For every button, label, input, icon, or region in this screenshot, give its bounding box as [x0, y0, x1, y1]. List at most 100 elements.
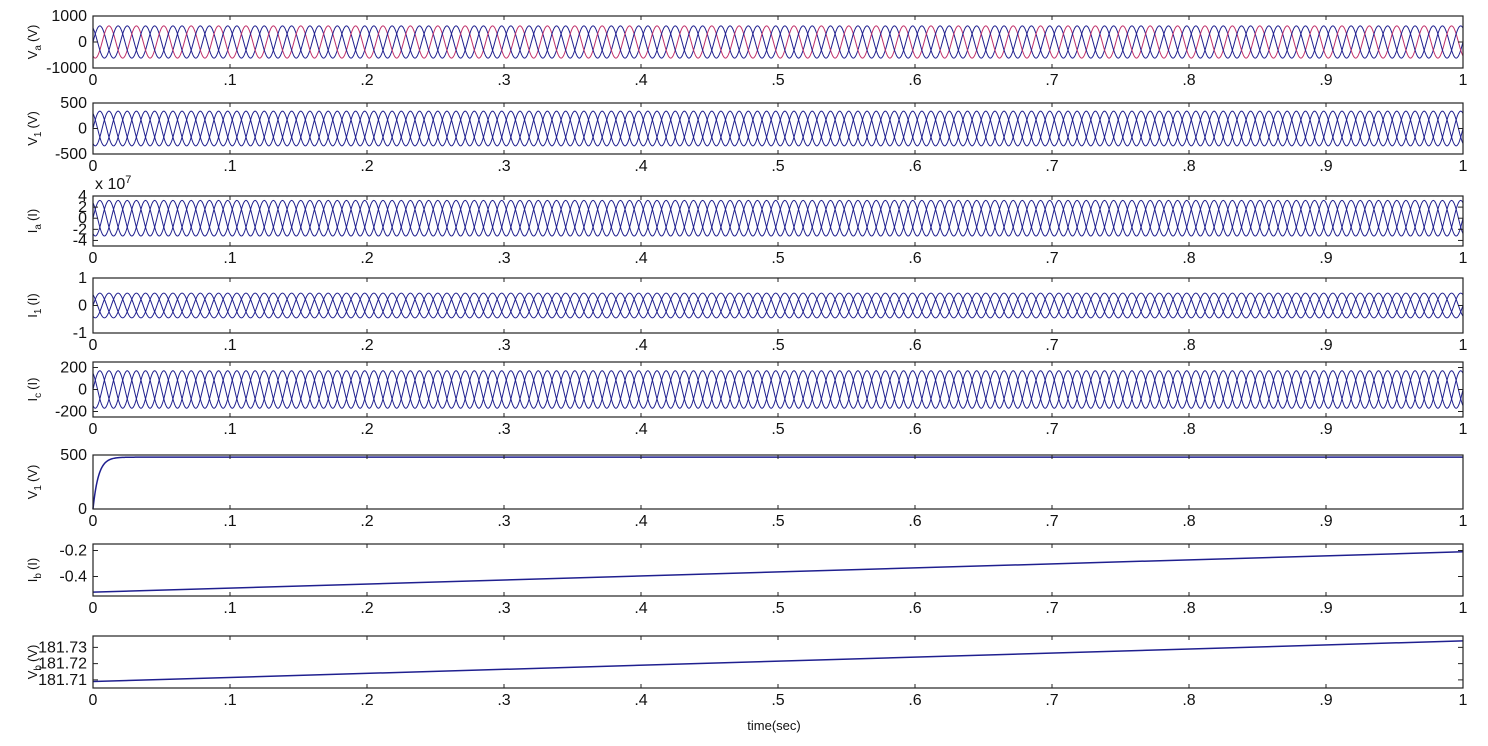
series-line-1: [92, 25, 1464, 59]
y-axis-label-sub: b: [33, 573, 44, 579]
x-tick-label: .8: [1182, 158, 1195, 175]
y-tick-label: 1000: [51, 8, 87, 25]
x-tick-label: .2: [360, 158, 373, 175]
x-tick-label: .7: [1045, 421, 1058, 438]
y-axis-label: V1 (V): [25, 465, 44, 500]
series-line-1: [92, 551, 1464, 593]
x-ticks: 0 .1 .2 .3 .4 .5 .6 .7 .8 .9 1: [89, 636, 1468, 709]
x-tick-label: 1: [1459, 421, 1468, 438]
y-tick-label: 181.72: [38, 656, 87, 673]
x-tick-label: .8: [1182, 72, 1195, 89]
x-tick-label: .3: [497, 513, 510, 530]
x-ticks: 0 .1 .2 .3 .4 .5 .6 .7 .8 .9 1: [89, 103, 1468, 175]
series-group: [92, 640, 1464, 683]
x-tick-label: .3: [497, 158, 510, 175]
series-line-2: [92, 199, 1464, 237]
x-ticks: 0 .1 .2 .3 .4 .5 .6 .7 .8 .9 1: [89, 196, 1468, 267]
x-tick-label: .5: [771, 337, 784, 354]
x-tick-label: .3: [497, 337, 510, 354]
x-tick-label: .2: [360, 72, 373, 89]
x-tick-label: 0: [89, 600, 98, 617]
series-group: [92, 292, 1464, 319]
y-tick-label: 1: [78, 270, 87, 287]
x-tick-label: .8: [1182, 337, 1195, 354]
x-tick-label: .4: [634, 421, 647, 438]
y-tick-label: 500: [60, 447, 87, 464]
x-tick-label: 0: [89, 158, 98, 175]
series-line-1: [92, 370, 1464, 409]
y-axis-label: Va (V): [25, 25, 44, 60]
y-axis-label-unit: (V): [25, 25, 40, 42]
y-ticks: -0.4 -0.2: [59, 543, 1463, 586]
y-axis-label-main: I: [25, 230, 40, 234]
series-line-3: [92, 25, 1464, 59]
x-tick-label: .9: [1319, 158, 1332, 175]
x-tick-label: .1: [223, 158, 236, 175]
y-axis-label-main: I: [25, 314, 40, 318]
x-tick-label: 1: [1459, 600, 1468, 617]
x-tick-label: .3: [497, 72, 510, 89]
series-group: [92, 199, 1464, 237]
series-line-3: [92, 110, 1464, 147]
x-tick-label: .5: [771, 692, 784, 709]
x-tick-label: .5: [771, 250, 784, 267]
y-axis-label-main: V: [25, 490, 40, 499]
x-tick-label: .4: [634, 250, 647, 267]
x-tick-label: .9: [1319, 513, 1332, 530]
x-tick-label: 0: [89, 513, 98, 530]
x-tick-label: 1: [1459, 337, 1468, 354]
x-tick-label: .2: [360, 692, 373, 709]
y-axis-label-sub: 1: [33, 131, 44, 137]
y-axis-label: Ib (I): [25, 558, 44, 582]
axis-multiplier: x 107: [95, 174, 131, 193]
y-tick-label: 0: [78, 34, 87, 51]
x-ticks: 0 .1 .2 .3 .4 .5 .6 .7 .8 .9 1: [89, 16, 1468, 89]
x-tick-label: .9: [1319, 421, 1332, 438]
y-axis-label-sub: 1: [33, 485, 44, 491]
axis-multiplier-base: x 10: [95, 176, 125, 193]
y-axis-label-unit: (I): [25, 209, 40, 221]
y-tick-label: -1000: [46, 60, 87, 77]
x-tick-label: .9: [1319, 250, 1332, 267]
y-axis-label-unit: (V): [25, 645, 40, 662]
y-axis-label: Ic (I): [25, 378, 44, 402]
x-tick-label: .8: [1182, 692, 1195, 709]
y-axis-label: Vb (V): [25, 645, 44, 680]
x-tick-label: .1: [223, 600, 236, 617]
y-tick-label: 0: [78, 298, 87, 315]
x-tick-label: .1: [223, 72, 236, 89]
x-tick-label: .6: [908, 72, 921, 89]
x-tick-label: .2: [360, 513, 373, 530]
x-tick-label: 0: [89, 421, 98, 438]
x-tick-label: .7: [1045, 72, 1058, 89]
x-tick-label: .1: [223, 337, 236, 354]
x-tick-label: .9: [1319, 692, 1332, 709]
x-tick-label: .9: [1319, 600, 1332, 617]
y-tick-label: 200: [60, 360, 87, 377]
x-tick-label: .3: [497, 250, 510, 267]
series-line-1: [92, 292, 1464, 319]
x-tick-label: .5: [771, 72, 784, 89]
x-tick-label: .4: [634, 337, 647, 354]
y-tick-label: -500: [55, 146, 87, 163]
x-tick-label: .6: [908, 421, 921, 438]
x-tick-label: .7: [1045, 600, 1058, 617]
x-tick-label: 0: [89, 337, 98, 354]
x-tick-label: 0: [89, 72, 98, 89]
y-axis-label-sub: a: [33, 224, 44, 230]
x-tick-label: .7: [1045, 158, 1058, 175]
series-line-1: [92, 199, 1464, 237]
y-ticks: -1 0 1: [73, 270, 1463, 342]
x-tick-label: .7: [1045, 337, 1058, 354]
y-tick-label: 0: [78, 382, 87, 399]
x-tick-label: 1: [1459, 250, 1468, 267]
x-tick-label: .4: [634, 513, 647, 530]
x-tick-label: .6: [908, 692, 921, 709]
y-ticks: -1000 0 1000: [46, 8, 1463, 77]
series-group: [92, 370, 1464, 409]
y-axis-label-unit: (V): [25, 465, 40, 482]
